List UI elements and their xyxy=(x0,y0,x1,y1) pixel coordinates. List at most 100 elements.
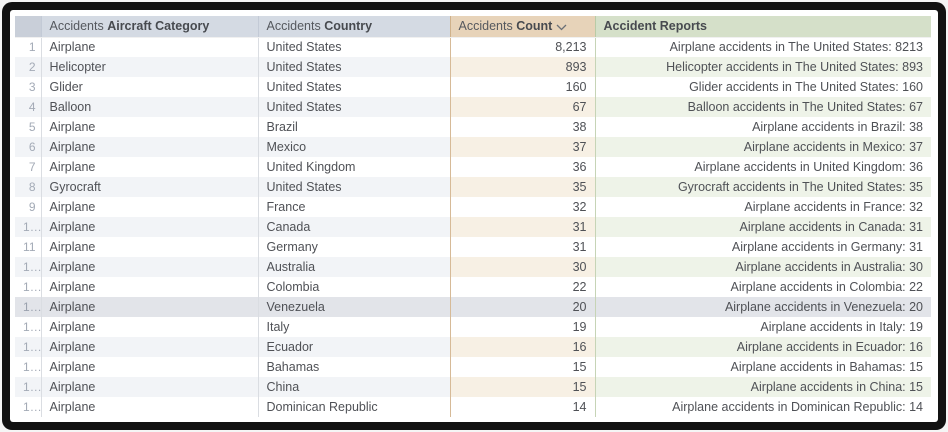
table-row[interactable]: 10 Airplane Canada 31 Airplane accidents… xyxy=(15,217,931,237)
table-row[interactable]: 4 Balloon United States 67 Balloon accid… xyxy=(15,97,931,117)
count-cell[interactable]: 31 xyxy=(449,237,595,257)
row-number-cell[interactable]: 7 xyxy=(28,160,36,174)
aircraft-category-cell[interactable]: Airplane xyxy=(40,337,258,357)
row-number-cell[interactable]: 1 xyxy=(28,40,36,55)
count-cell[interactable]: 22 xyxy=(449,277,595,297)
aircraft-category-cell[interactable]: Airplane xyxy=(40,237,258,257)
aircraft-category-cell[interactable]: Glider xyxy=(40,77,258,97)
table-row[interactable]: 12 Airplane Australia 30 Airplane accide… xyxy=(15,257,931,277)
country-cell[interactable]: Germany xyxy=(257,237,450,257)
table-row[interactable]: 7 Airplane United Kingdom 36 Airplane ac… xyxy=(15,157,931,177)
country-cell[interactable]: Venezuela xyxy=(257,297,450,317)
aircraft-category-cell[interactable]: Airplane xyxy=(40,197,258,217)
count-cell[interactable]: 160 xyxy=(449,77,595,97)
country-cell[interactable]: United States xyxy=(257,77,450,97)
row-number-cell[interactable]: 15 xyxy=(23,320,37,334)
report-cell[interactable]: Airplane accidents in Germany: 31 xyxy=(594,237,931,257)
row-number-cell[interactable]: 19 xyxy=(23,400,37,414)
column-header-aircraft-category[interactable]: Accidents Aircraft Category xyxy=(40,16,258,38)
table-row[interactable]: 15 Airplane Italy 19 Airplane accidents … xyxy=(15,317,931,337)
count-cell[interactable]: 30 xyxy=(449,257,595,277)
count-cell[interactable]: 20 xyxy=(449,297,595,317)
report-cell[interactable]: Airplane accidents in United Kingdom: 36 xyxy=(594,157,931,177)
column-header-accident-reports[interactable]: Accident Reports xyxy=(594,16,931,38)
column-header-count[interactable]: Accidents Count xyxy=(449,16,595,38)
count-cell[interactable]: 31 xyxy=(449,217,595,237)
aircraft-category-cell[interactable]: Airplane xyxy=(40,157,258,177)
aircraft-category-cell[interactable]: Airplane xyxy=(40,37,258,57)
table-row[interactable]: 11 Airplane Germany 31 Airplane accident… xyxy=(15,237,931,257)
row-number-cell[interactable]: 17 xyxy=(23,360,37,374)
country-cell[interactable]: United States xyxy=(257,177,450,197)
report-cell[interactable]: Airplane accidents in Venezuela: 20 xyxy=(594,297,931,317)
aircraft-category-cell[interactable]: Airplane xyxy=(40,217,258,237)
report-cell[interactable]: Gyrocraft accidents in The United States… xyxy=(594,177,931,197)
country-cell[interactable]: Colombia xyxy=(257,277,450,297)
aircraft-category-cell[interactable]: Airplane xyxy=(40,277,258,297)
aircraft-category-cell[interactable]: Balloon xyxy=(40,97,258,117)
report-cell[interactable]: Helicopter accidents in The United State… xyxy=(594,57,931,77)
table-row[interactable]: 1 Airplane United States 8,213 Airplane … xyxy=(15,37,931,57)
report-cell[interactable]: Airplane accidents in Italy: 19 xyxy=(594,317,931,337)
report-cell[interactable]: Airplane accidents in Brazil: 38 xyxy=(594,117,931,137)
country-cell[interactable]: Australia xyxy=(257,257,450,277)
country-cell[interactable]: Brazil xyxy=(257,117,450,137)
count-cell[interactable]: 15 xyxy=(449,377,595,397)
count-cell[interactable]: 67 xyxy=(449,97,595,117)
report-cell[interactable]: Airplane accidents in Mexico: 37 xyxy=(594,137,931,157)
count-cell[interactable]: 32 xyxy=(449,197,595,217)
report-cell[interactable]: Glider accidents in The United States: 1… xyxy=(594,77,931,97)
count-cell[interactable]: 16 xyxy=(449,337,595,357)
report-cell[interactable]: Airplane accidents in Bahamas: 15 xyxy=(594,357,931,377)
country-cell[interactable]: Italy xyxy=(257,317,450,337)
aircraft-category-cell[interactable]: Airplane xyxy=(40,397,258,417)
aircraft-category-cell[interactable]: Airplane xyxy=(40,257,258,277)
table-row[interactable]: 13 Airplane Colombia 22 Airplane acciden… xyxy=(15,277,931,297)
country-cell[interactable]: Bahamas xyxy=(257,357,450,377)
count-cell[interactable]: 36 xyxy=(449,157,595,177)
row-number-cell[interactable]: 8 xyxy=(15,177,41,197)
sort-descending-chevron-icon[interactable] xyxy=(556,23,567,31)
row-number-cell[interactable]: 5 xyxy=(28,120,36,134)
row-number-cell[interactable]: 11 xyxy=(23,240,36,254)
table-row[interactable]: 2 Helicopter United States 893 Helicopte… xyxy=(15,57,931,77)
report-cell[interactable]: Airplane accidents in Ecuador: 16 xyxy=(594,337,931,357)
aircraft-category-cell[interactable]: Airplane xyxy=(40,297,258,317)
table-row[interactable]: 5 Airplane Brazil 38 Airplane accidents … xyxy=(15,117,931,137)
count-cell[interactable]: 37 xyxy=(449,137,595,157)
row-number-cell[interactable]: 14 xyxy=(15,297,41,317)
row-number-cell[interactable]: 4 xyxy=(15,97,41,117)
table-row[interactable]: 6 Airplane Mexico 37 Airplane accidents … xyxy=(15,137,931,157)
count-cell[interactable]: 15 xyxy=(449,357,595,377)
table-row[interactable]: 8 Gyrocraft United States 35 Gyrocraft a… xyxy=(15,177,931,197)
row-number-cell[interactable]: 9 xyxy=(28,200,36,214)
row-number-cell[interactable]: 12 xyxy=(15,257,41,277)
row-number-cell[interactable]: 13 xyxy=(23,280,37,294)
aircraft-category-cell[interactable]: Airplane xyxy=(40,317,258,337)
row-number-cell[interactable]: 3 xyxy=(28,80,36,94)
count-cell[interactable]: 8,213 xyxy=(449,37,595,57)
country-cell[interactable]: France xyxy=(257,197,450,217)
count-cell[interactable]: 38 xyxy=(449,117,595,137)
country-cell[interactable]: China xyxy=(257,377,450,397)
table-row[interactable]: 19 Airplane Dominican Republic 14 Airpla… xyxy=(15,397,931,417)
count-cell[interactable]: 35 xyxy=(449,177,595,197)
country-cell[interactable]: Ecuador xyxy=(257,337,450,357)
table-row[interactable]: 14 Airplane Venezuela 20 Airplane accide… xyxy=(15,297,931,317)
report-cell[interactable]: Airplane accidents in France: 32 xyxy=(594,197,931,217)
report-cell[interactable]: Airplane accidents in China: 15 xyxy=(594,377,931,397)
report-cell[interactable]: Airplane accidents in Dominican Republic… xyxy=(594,397,931,417)
country-cell[interactable]: United States xyxy=(257,57,450,77)
aircraft-category-cell[interactable]: Airplane xyxy=(40,357,258,377)
report-cell[interactable]: Airplane accidents in The United States:… xyxy=(594,37,931,57)
count-cell[interactable]: 19 xyxy=(449,317,595,337)
country-cell[interactable]: United States xyxy=(257,97,450,117)
row-number-cell[interactable]: 6 xyxy=(15,137,41,157)
table-row[interactable]: 9 Airplane France 32 Airplane accidents … xyxy=(15,197,931,217)
aircraft-category-cell[interactable]: Airplane xyxy=(40,137,258,157)
aircraft-category-cell[interactable]: Helicopter xyxy=(40,57,258,77)
count-cell[interactable]: 14 xyxy=(449,397,595,417)
country-cell[interactable]: United Kingdom xyxy=(257,157,450,177)
country-cell[interactable]: Dominican Republic xyxy=(257,397,450,417)
country-cell[interactable]: United States xyxy=(257,37,450,57)
